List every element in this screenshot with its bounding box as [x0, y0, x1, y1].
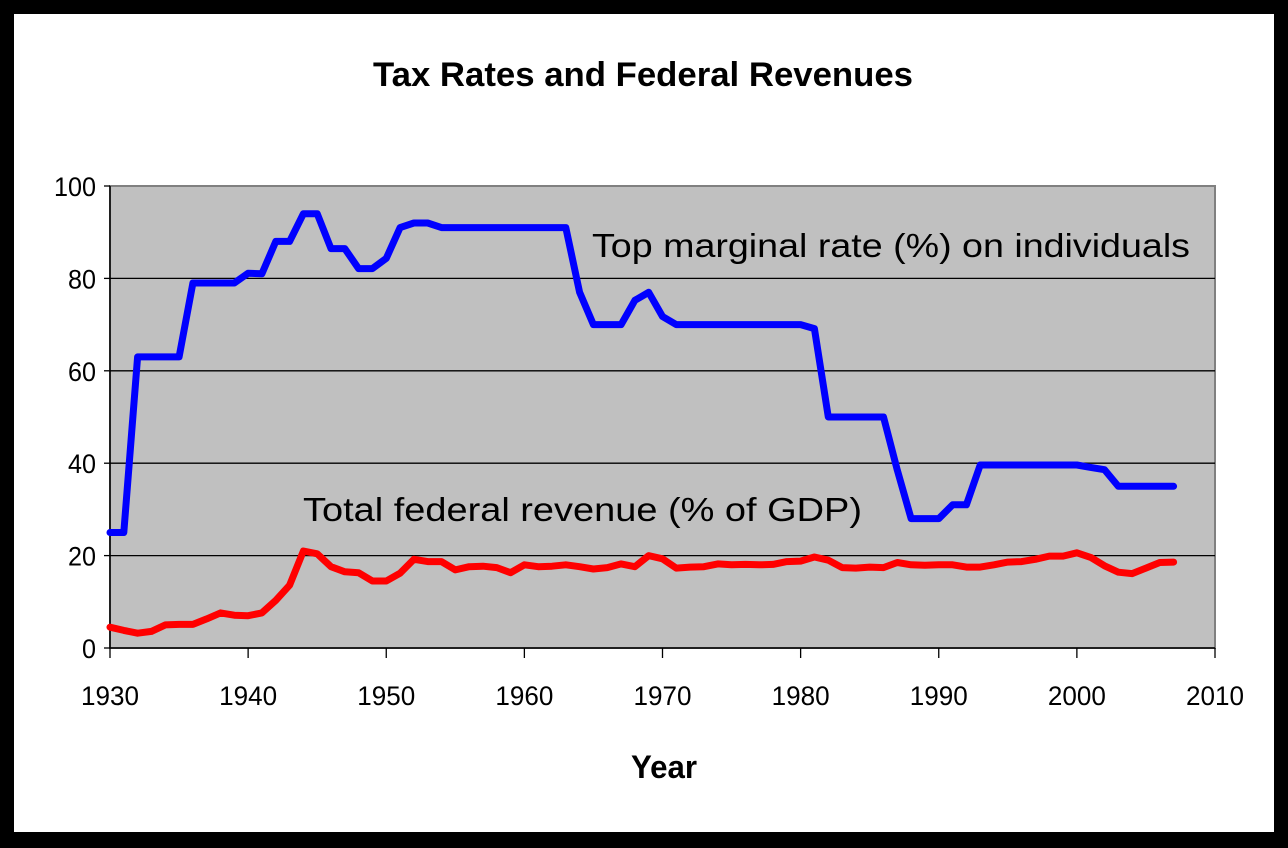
- chart-title: Tax Rates and Federal Revenues: [373, 56, 913, 94]
- x-axis-label: Year: [631, 749, 697, 785]
- x-tick-label: 1950: [357, 681, 415, 711]
- x-tick-label: 1970: [634, 681, 692, 711]
- x-tick-label: 1940: [219, 681, 277, 711]
- x-tick-label: 1980: [772, 681, 830, 711]
- x-tick-label: 2010: [1186, 681, 1244, 711]
- y-tick-label: 80: [68, 264, 96, 294]
- series-label-revenue: Total federal revenue (% of GDP): [303, 491, 862, 528]
- x-tick-label: 1960: [495, 681, 553, 711]
- x-tick-label: 1930: [81, 681, 139, 711]
- y-tick-label: 20: [68, 542, 96, 572]
- series-label-top-rate: Top marginal rate (%) on individuals: [592, 227, 1190, 264]
- y-tick-label: 0: [82, 634, 96, 664]
- y-tick-label: 100: [54, 172, 96, 202]
- x-tick-label: 1990: [910, 681, 968, 711]
- top-rate-line: [106, 210, 1178, 536]
- revenue-line: [106, 547, 1178, 637]
- y-tick-label: 40: [68, 449, 96, 479]
- x-tick-label: 2000: [1048, 681, 1106, 711]
- y-tick-label: 60: [68, 357, 96, 387]
